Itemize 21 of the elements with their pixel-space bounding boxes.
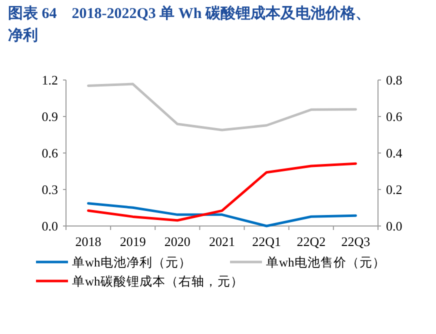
y2-tick-label: 0.6 bbox=[386, 109, 403, 124]
chart-title: 图表 64 2018-2022Q3 单 Wh 碳酸锂成本及电池价格、净利 bbox=[8, 5, 371, 44]
x-tick-label: 2018 bbox=[75, 234, 102, 249]
y-tick-label: 0.0 bbox=[42, 218, 58, 234]
x-tick-label: 22Q2 bbox=[296, 234, 326, 249]
y2-tick-label: 0.0 bbox=[386, 218, 402, 234]
y-tick-label: 0.3 bbox=[42, 182, 58, 197]
x-tick-label: 2021 bbox=[209, 234, 235, 249]
x-tick-label: 2020 bbox=[164, 234, 190, 249]
legend-label: 单wh电池净利（元） bbox=[72, 256, 192, 270]
x-tick-label: 22Q3 bbox=[341, 234, 370, 249]
legend-label: 单wh电池售价（元） bbox=[266, 256, 386, 270]
y-tick-label: 0.6 bbox=[42, 146, 58, 160]
x-tick-label: 2019 bbox=[120, 234, 146, 249]
y2-tick-label: 0.2 bbox=[386, 182, 402, 197]
y2-tick-label: 0.4 bbox=[386, 146, 403, 160]
legend-label: 单wh碳酸锂成本（右轴，元） bbox=[72, 274, 244, 288]
x-tick-label: 22Q1 bbox=[252, 234, 282, 249]
y-tick-label: 1.2 bbox=[42, 72, 58, 88]
y-tick-label: 0.9 bbox=[42, 109, 58, 124]
y2-tick-label: 0.8 bbox=[386, 72, 402, 88]
